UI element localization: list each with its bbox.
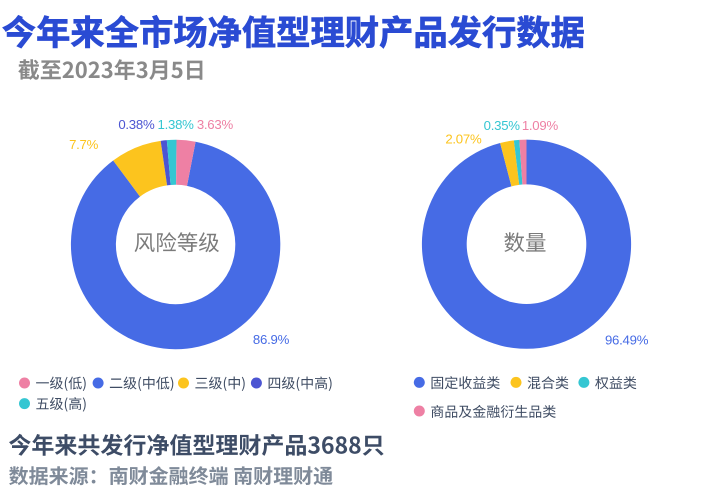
svg-text:3.63%: 3.63% [197, 117, 234, 132]
svg-text:2.07%: 2.07% [445, 132, 482, 147]
svg-text:0.38%: 0.38% [118, 117, 155, 132]
svg-text:96.49%: 96.49% [605, 332, 649, 347]
svg-text:1.38%: 1.38% [158, 117, 195, 132]
svg-text:7.7%: 7.7% [69, 137, 99, 152]
svg-text:1.09%: 1.09% [522, 118, 559, 133]
svg-text:0.35%: 0.35% [484, 118, 521, 133]
svg-text:86.9%: 86.9% [253, 332, 290, 347]
